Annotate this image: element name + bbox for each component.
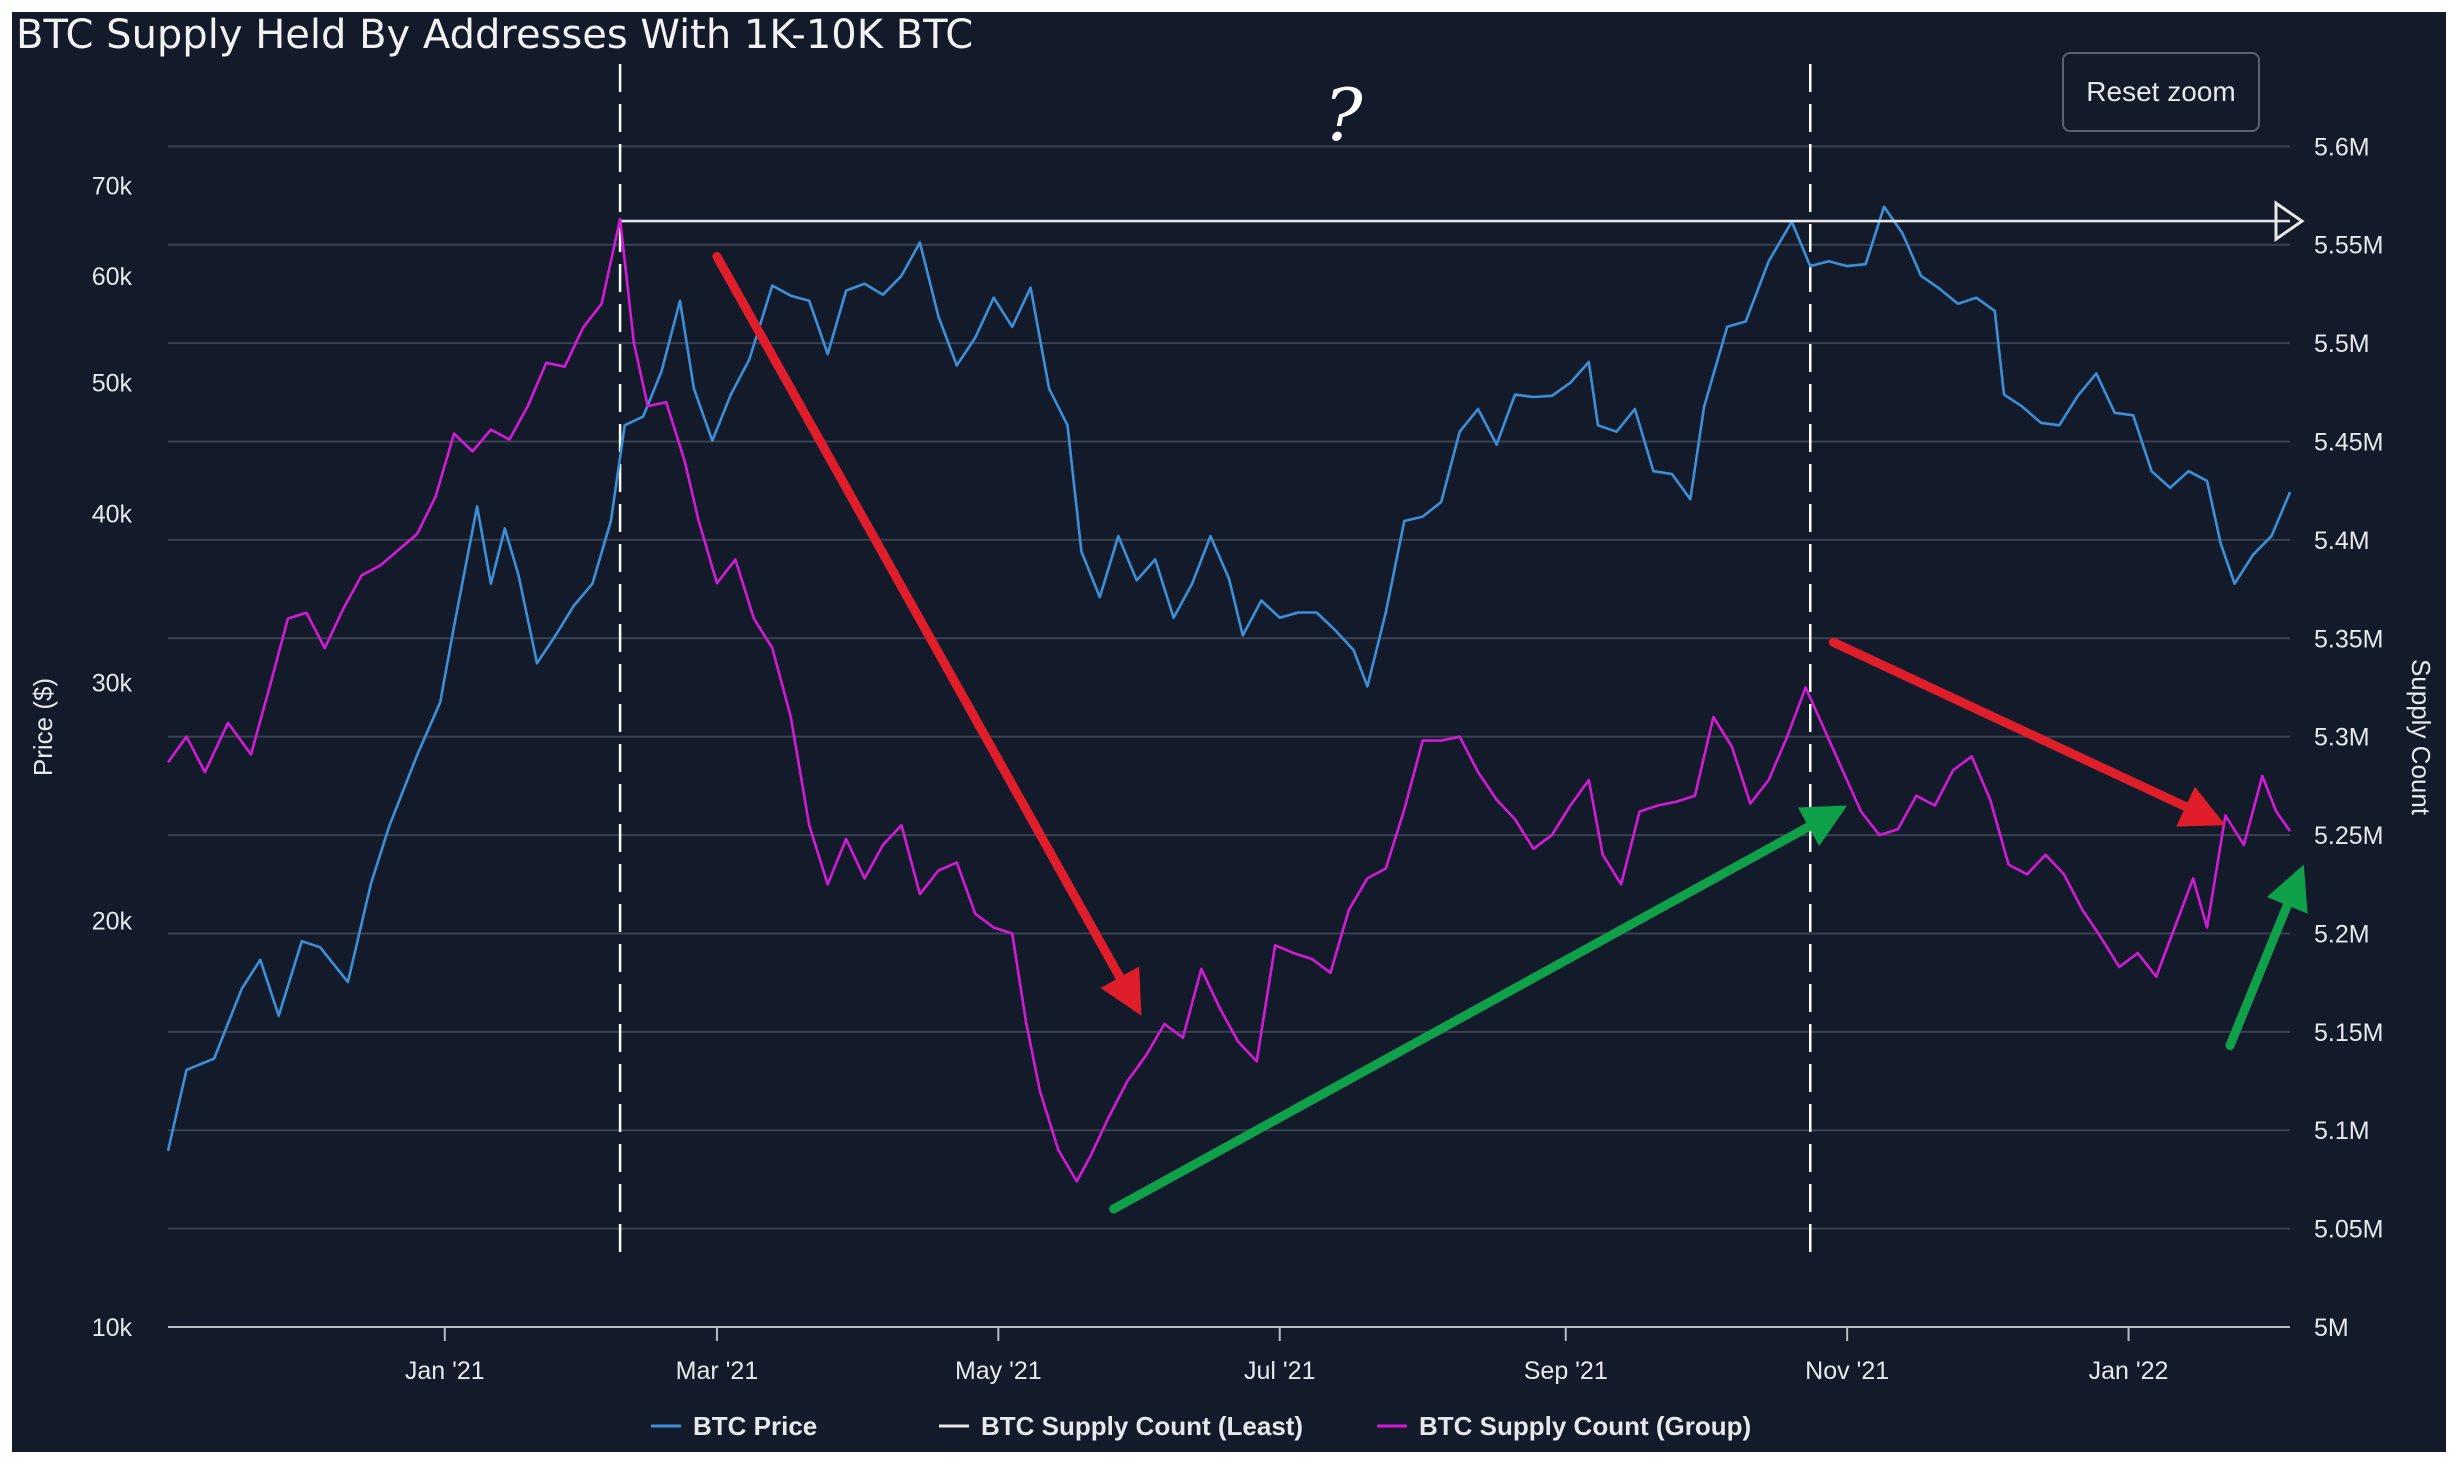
- legend-label: BTC Supply Count (Least): [981, 1411, 1303, 1441]
- y-right-tick-label: 5.4M: [2314, 527, 2370, 555]
- y-right-tick-label: 5.05M: [2314, 1216, 2383, 1244]
- legend[interactable]: BTC Price BTC Supply Count (Least) BTC Sup…: [651, 1411, 1751, 1441]
- y-left-tick-label: 70k: [92, 172, 133, 200]
- y-left-tick-label: 30k: [92, 669, 133, 697]
- annotation-arrow: [1828, 637, 2191, 812]
- x-tick-label: May '21: [955, 1357, 1042, 1385]
- y-right-tick-label: 5.5M: [2314, 330, 2370, 358]
- grid-lines: [168, 145, 2290, 1230]
- annotation-arrow-head: [1798, 805, 1848, 846]
- annotation-arrow-head: [2266, 864, 2308, 914]
- series-btc-supply-count-group: [166, 217, 2292, 1183]
- annotation-arrow: [2225, 900, 2292, 1051]
- question-mark: ?: [1324, 73, 1363, 157]
- y-axis-left-title: Price ($): [28, 678, 58, 776]
- legend-label: BTC Price: [693, 1411, 817, 1441]
- end-marker-icon: [2274, 200, 2305, 242]
- y-right-tick-label: 5.6M: [2314, 133, 2370, 161]
- x-tick-label: Nov '21: [1805, 1357, 1889, 1385]
- series-btc-price: [166, 205, 2292, 1152]
- legend-label: BTC Supply Count (Group): [1419, 1411, 1751, 1441]
- legend-item[interactable]: BTC Supply Count (Group): [1377, 1411, 1751, 1441]
- y-left-tick-label: 40k: [92, 501, 133, 529]
- legend-item[interactable]: BTC Supply Count (Least): [939, 1411, 1303, 1441]
- axes: 5M 5.05M 5.1M 5.15M 5.2M 5.25M 5.3M 5.35M 5.4M 5.…: [92, 133, 2384, 1385]
- annotation-arrow-head: [2176, 786, 2226, 827]
- x-tick-label: Jan '22: [2089, 1357, 2169, 1385]
- y-right-tick-label: 5.25M: [2314, 822, 2383, 850]
- legend-item[interactable]: BTC Price: [651, 1411, 817, 1441]
- y-left-tick-label: 10k: [92, 1314, 133, 1342]
- annotation-arrow: [1109, 822, 1814, 1214]
- chart-title: BTC Supply Held By Addresses With 1K-10K…: [16, 12, 973, 58]
- x-tick-label: Sep '21: [1524, 1357, 1608, 1385]
- annotation-arrow-head: [1100, 966, 1142, 1016]
- y-right-tick-label: 5.3M: [2314, 724, 2370, 752]
- y-left-tick-label: 20k: [92, 907, 133, 935]
- chart-frame: BTC Supply Held By Addresses With 1K-10K…: [12, 12, 2446, 1452]
- x-tick-label: Jan '21: [405, 1357, 485, 1385]
- annotation-arrow: [712, 252, 1125, 982]
- y-right-tick-label: 5.45M: [2314, 429, 2383, 457]
- y-right-tick-label: 5M: [2314, 1314, 2349, 1342]
- reset-zoom-button[interactable]: Reset zoom: [2062, 52, 2260, 132]
- y-left-tick-label: 60k: [92, 263, 133, 291]
- annotation-arrows: ?: [712, 73, 2308, 1214]
- chart-svg: BTC Supply Held By Addresses With 1K-10K…: [16, 12, 2436, 1441]
- y-left-tick-label: 50k: [92, 370, 133, 398]
- y-right-tick-label: 5.55M: [2314, 232, 2383, 260]
- y-right-tick-label: 5.1M: [2314, 1117, 2370, 1145]
- x-tick-label: Jul '21: [1244, 1357, 1315, 1385]
- y-axis-right-title: Supply Count: [2406, 659, 2436, 816]
- y-right-tick-label: 5.2M: [2314, 920, 2370, 948]
- x-tick-label: Mar '21: [676, 1357, 759, 1385]
- y-right-tick-label: 5.15M: [2314, 1019, 2383, 1047]
- series-lines: [166, 205, 2292, 1183]
- y-right-tick-label: 5.35M: [2314, 625, 2383, 653]
